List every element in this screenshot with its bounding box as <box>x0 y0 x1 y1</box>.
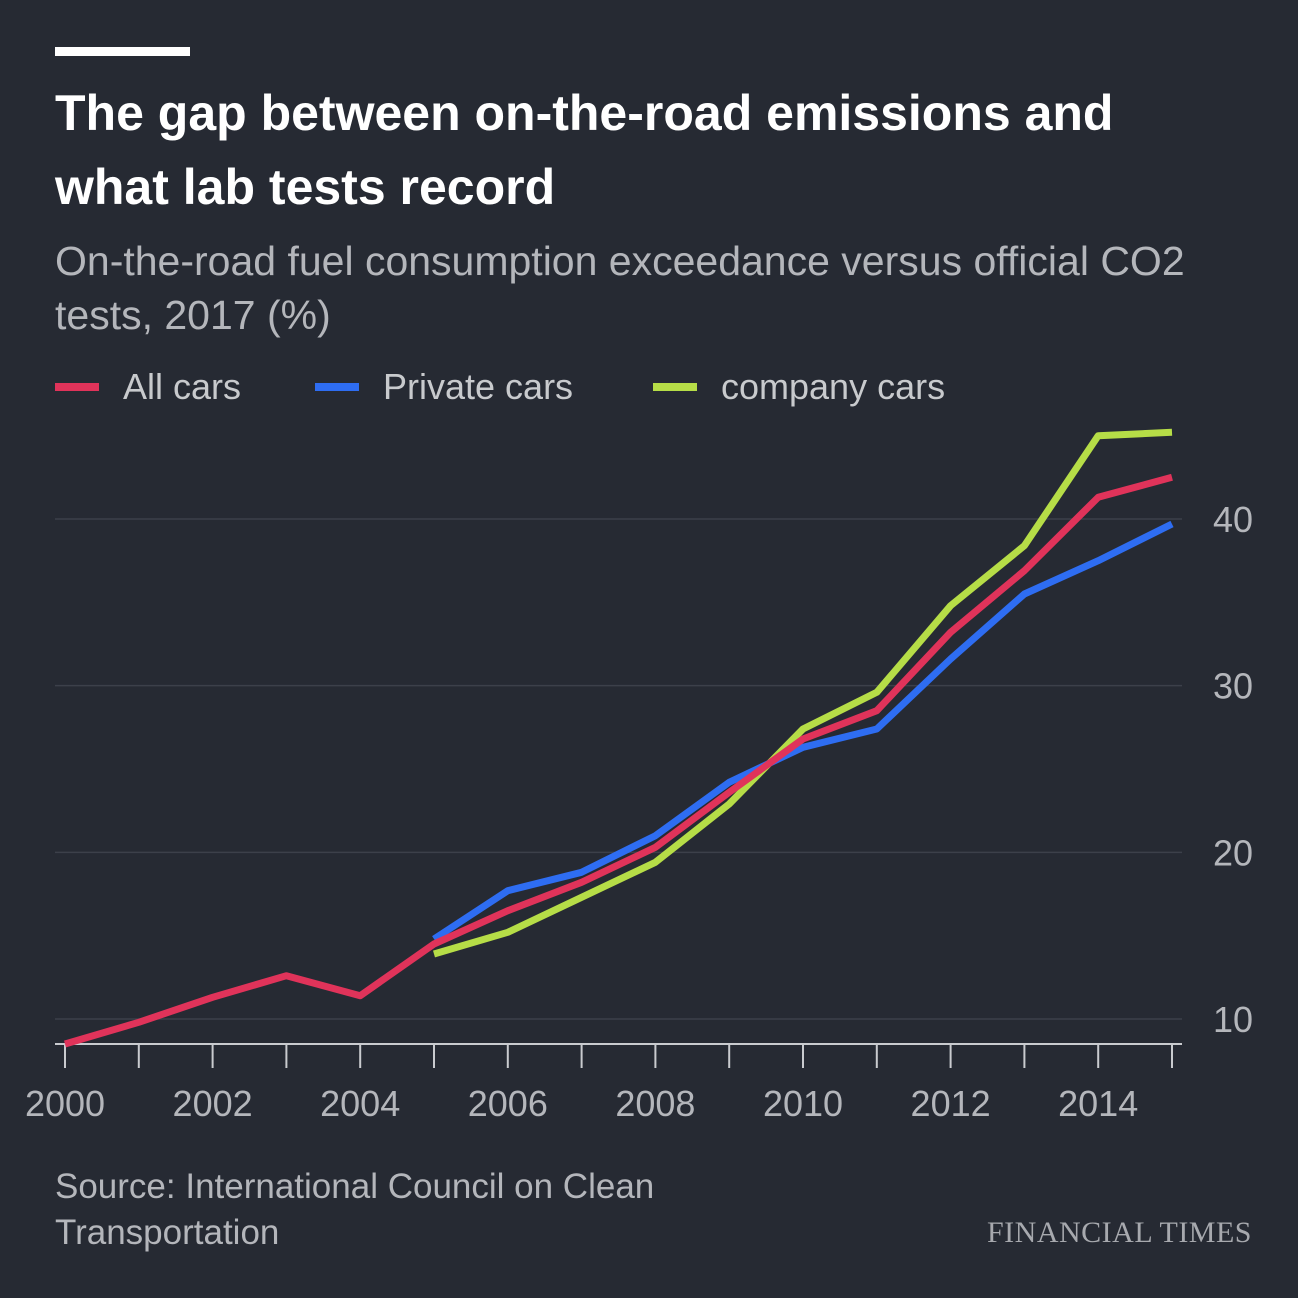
brand-logo: FINANCIAL TIMES <box>986 1216 1252 1249</box>
legend-swatch-private-cars <box>315 383 359 391</box>
legend-item-all-cars: All cars <box>55 362 241 412</box>
legend-swatch-company-cars <box>653 383 697 391</box>
y-tick-label-40: 40 <box>1213 499 1253 540</box>
legend-label-all-cars: All cars <box>123 366 242 407</box>
x-tick-label-2006: 2006 <box>468 1083 548 1124</box>
x-tick-label-2004: 2004 <box>320 1083 400 1124</box>
series-line-company-cars <box>433 428 1173 958</box>
legend-swatch-all-cars <box>55 383 99 391</box>
legend-item-company-cars: company cars <box>653 362 945 412</box>
y-tick-label-10: 10 <box>1213 999 1253 1040</box>
legend-label-company-cars: company cars <box>721 366 946 407</box>
title-accent-bar <box>55 47 190 56</box>
source-note: Source: International Council on Clean T… <box>55 1167 655 1252</box>
y-tick-label-20: 20 <box>1213 832 1253 873</box>
x-tick-label-2002: 2002 <box>173 1083 253 1124</box>
series-line-all-cars <box>64 473 1173 1048</box>
chart-title: The gap between on-the-road emissions an… <box>55 85 1114 215</box>
y-tick-label-30: 30 <box>1213 666 1253 707</box>
x-tick-label-2010: 2010 <box>763 1083 843 1124</box>
chart-subtitle: On-the-road fuel consumption exceedance … <box>55 238 1185 338</box>
legend-item-private-cars: Private cars <box>315 362 573 412</box>
x-tick-label-2014: 2014 <box>1058 1083 1138 1124</box>
x-tick-label-2008: 2008 <box>615 1083 695 1124</box>
x-tick-label-2000: 2000 <box>25 1083 105 1124</box>
legend-label-private-cars: Private cars <box>383 366 574 407</box>
x-tick-label-2012: 2012 <box>911 1083 991 1124</box>
series-line-private-cars <box>432 520 1174 942</box>
